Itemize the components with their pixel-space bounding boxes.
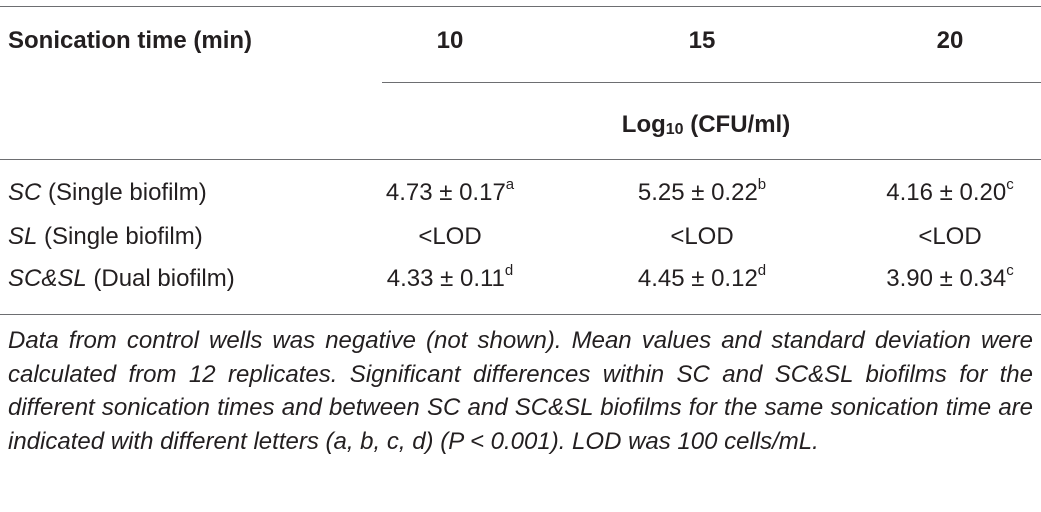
top-rule [0,6,1041,7]
row-label-sc: SC (Single biofilm) [8,178,207,208]
row-label-sc-sl: SC&SL (Dual biofilm) [8,264,235,294]
biofilm-desc: (Single biofilm) [41,179,207,206]
biofilm-desc: (Dual biofilm) [86,265,235,292]
cell-value: 3.90 ± 0.34 [886,265,1007,292]
header-bottom-rule [0,159,1041,160]
organism-name: SL [8,223,38,250]
cell-value: <LOD [670,223,734,250]
organism-name: SC [8,179,42,206]
cell-value: 4.45 ± 0.12 [637,265,758,292]
cell-letter: d [504,262,514,279]
table-footnote: Data from control wells was negative (no… [8,327,1033,455]
table-cell: <LOD [418,222,481,252]
header-mid-rule [382,82,1041,83]
header-time-10: 10 [436,27,464,54]
table-cell: <LOD [670,222,733,252]
header-row-label: Sonication time (min) [8,27,253,54]
table-cell: 4.73 ± 0.17a [385,176,515,208]
cell-letter: a [505,176,515,193]
unit-subscript: 10 [665,121,684,138]
unit-rest: (CFU/ml) [683,111,791,138]
biofilm-desc: (Single biofilm) [37,223,203,250]
cell-letter: d [757,262,767,279]
cell-value: <LOD [418,223,482,250]
cell-value: 4.33 ± 0.11 [386,265,505,292]
cell-letter: c [1006,262,1014,279]
table-cell: <LOD [918,222,981,252]
header-time-15: 15 [688,27,716,54]
bottom-rule [0,314,1041,315]
header-time-20: 20 [936,27,964,54]
table-cell: 3.90 ± 0.34c [886,262,1014,294]
cell-letter: b [757,176,767,193]
table-cell: 4.33 ± 0.11d [386,262,514,294]
cell-value: 5.25 ± 0.22 [637,179,758,206]
table-cell: 4.16 ± 0.20c [886,176,1014,208]
table-cell: 5.25 ± 0.22b [637,176,767,208]
unit-header: Log10 (CFU/ml) [622,110,790,140]
cell-letter: c [1006,176,1014,193]
unit-main: Log [621,111,666,138]
table-cell: 4.45 ± 0.12d [637,262,767,294]
cell-value: 4.16 ± 0.20 [886,179,1007,206]
cell-value: 4.73 ± 0.17 [385,179,506,206]
cell-value: <LOD [918,223,982,250]
organism-name: SC&SL [8,265,87,292]
row-label-sl: SL (Single biofilm) [8,222,203,252]
